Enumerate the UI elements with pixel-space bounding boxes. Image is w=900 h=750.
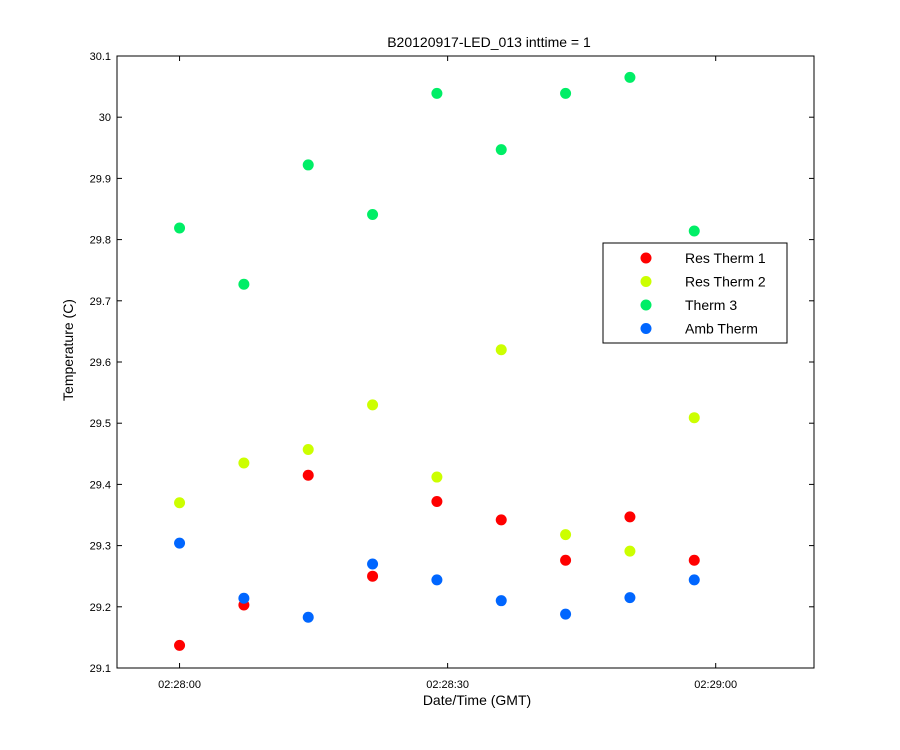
y-axis-label: Temperature (C) bbox=[60, 299, 76, 401]
x-axis: 02:28:00 02:28:30 02:29:00 bbox=[158, 56, 737, 691]
y-tick-label: 30.1 bbox=[90, 51, 111, 63]
legend-entry: Res Therm 2 bbox=[685, 274, 766, 290]
y-tick-label: 29.3 bbox=[90, 541, 111, 553]
data-point bbox=[367, 558, 379, 570]
data-point bbox=[560, 554, 572, 566]
y-tick-label: 29.2 bbox=[90, 602, 111, 614]
legend-entry: Therm 3 bbox=[685, 297, 737, 313]
data-point bbox=[560, 608, 572, 620]
y-tick-label: 29.5 bbox=[90, 418, 111, 430]
data-point bbox=[688, 412, 700, 424]
y-tick-label: 29.1 bbox=[90, 663, 111, 675]
data-points bbox=[174, 71, 700, 651]
y-tick-label: 29.4 bbox=[90, 479, 111, 491]
data-point bbox=[302, 159, 314, 171]
legend-entry: Amb Therm bbox=[685, 321, 758, 337]
data-point bbox=[688, 574, 700, 586]
series-3 bbox=[174, 537, 700, 623]
data-point bbox=[431, 574, 443, 586]
y-tick-label: 29.9 bbox=[90, 173, 111, 185]
data-point bbox=[431, 87, 443, 99]
data-point bbox=[302, 469, 314, 481]
data-point bbox=[238, 278, 250, 290]
data-point bbox=[431, 471, 443, 483]
legend-marker bbox=[640, 276, 652, 287]
legend: Res Therm 1 Res Therm 2 Therm 3 Amb Therm bbox=[602, 242, 788, 344]
data-point bbox=[495, 514, 507, 526]
legend-marker bbox=[640, 323, 652, 334]
legend-entry: Res Therm 1 bbox=[685, 250, 766, 266]
data-point bbox=[560, 529, 572, 541]
data-point bbox=[238, 592, 250, 604]
y-tick-label: 29.8 bbox=[90, 235, 111, 247]
data-point bbox=[367, 399, 379, 411]
data-point bbox=[560, 87, 572, 99]
y-tick-label: 29.6 bbox=[90, 357, 111, 369]
chart-title: B20120917-LED_013 inttime = 1 bbox=[387, 34, 591, 50]
series-1 bbox=[174, 344, 700, 557]
x-tick-label: 02:29:00 bbox=[694, 679, 737, 691]
series-2 bbox=[174, 71, 700, 290]
data-point bbox=[174, 497, 186, 509]
data-point bbox=[174, 639, 186, 651]
data-point bbox=[624, 592, 636, 604]
data-point bbox=[688, 554, 700, 566]
legend-box bbox=[602, 242, 788, 344]
series-0 bbox=[174, 469, 700, 651]
data-point bbox=[624, 71, 636, 83]
data-point bbox=[174, 537, 186, 549]
data-point bbox=[174, 222, 186, 234]
data-point bbox=[302, 444, 314, 456]
plot-area bbox=[116, 55, 815, 669]
legend-marker bbox=[640, 252, 652, 264]
data-point bbox=[688, 225, 700, 237]
y-axis: 29.1 29.2 29.3 29.4 29.5 29.6 29.7 29.8 29.9 30 30… bbox=[90, 51, 814, 675]
y-tick-label: 30 bbox=[99, 112, 111, 124]
x-axis-label: Date/Time (GMT) bbox=[423, 692, 531, 708]
data-point bbox=[624, 511, 636, 523]
legend-marker bbox=[640, 299, 652, 311]
x-tick-label: 02:28:00 bbox=[158, 679, 201, 691]
data-point bbox=[302, 611, 314, 623]
data-point bbox=[367, 570, 379, 582]
y-tick-label: 29.7 bbox=[90, 296, 111, 308]
data-point bbox=[238, 457, 250, 469]
x-tick-label: 02:28:30 bbox=[426, 679, 469, 691]
data-point bbox=[495, 344, 507, 356]
data-point bbox=[367, 209, 379, 221]
data-point bbox=[624, 545, 636, 557]
data-point bbox=[495, 144, 507, 156]
data-point bbox=[431, 496, 443, 508]
data-point bbox=[495, 595, 507, 607]
